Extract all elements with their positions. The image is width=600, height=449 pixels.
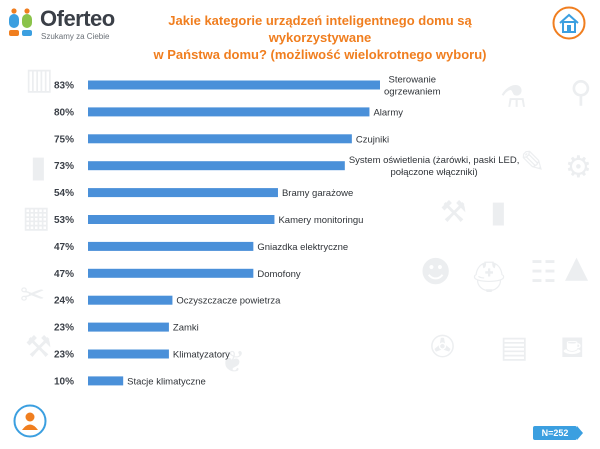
category-label: System oświetlenia (żarówki, paski LED, p… xyxy=(349,155,520,178)
category-label: Alarmy xyxy=(373,107,403,118)
bar xyxy=(88,134,352,144)
brand-logo: Oferteo Szukamy za Ciebie xyxy=(8,6,138,46)
bar xyxy=(88,80,380,90)
sample-size-badge: N=252 xyxy=(533,426,583,440)
person-icon xyxy=(13,404,47,438)
value-label: 54% xyxy=(54,188,74,199)
category-label: Gniazdka elektryczne xyxy=(257,242,348,253)
chart-title-line-1: Jakie kategorie urządzeń inteligentnego … xyxy=(168,13,472,45)
category-label: Oczyszczacze powietrza xyxy=(176,296,281,307)
bar xyxy=(88,241,254,251)
value-label: 47% xyxy=(54,269,74,280)
value-label: 10% xyxy=(54,376,74,387)
value-label: 24% xyxy=(54,296,74,307)
value-label: 83% xyxy=(54,81,74,92)
bar xyxy=(88,161,345,171)
value-label: 23% xyxy=(54,323,74,334)
value-label: 47% xyxy=(54,242,74,253)
category-label: Klimatyzatory xyxy=(173,350,230,361)
value-label: 75% xyxy=(54,134,74,145)
value-label: 53% xyxy=(54,215,74,226)
bar xyxy=(88,215,275,224)
category-label: Sterowanie ogrzewaniem xyxy=(384,75,441,98)
value-label: 23% xyxy=(54,350,74,361)
category-label: Domofony xyxy=(257,269,301,280)
bar xyxy=(88,376,124,386)
bar xyxy=(88,295,173,305)
bar xyxy=(88,322,169,332)
value-label: 73% xyxy=(54,161,74,172)
brand-name: Oferteo xyxy=(40,6,115,31)
category-label: Kamery monitoringu xyxy=(278,215,363,226)
chart-title: Jakie kategorie urządzeń inteligentnego … xyxy=(120,12,520,63)
category-label: Stacje klimatyczne xyxy=(127,376,206,387)
bar xyxy=(88,349,169,359)
smart-home-icon xyxy=(552,6,586,40)
value-label: 80% xyxy=(54,107,74,118)
brand-tagline: Szukamy za Ciebie xyxy=(41,32,110,41)
chart-title-line-2: w Państwa domu? (możliwość wielokrotnego… xyxy=(153,47,487,62)
category-label: Czujniki xyxy=(356,134,389,145)
bar xyxy=(88,268,254,278)
category-label: Zamki xyxy=(173,323,199,334)
bar xyxy=(88,107,370,117)
category-label: Bramy garażowe xyxy=(282,188,353,199)
oferteo-logo-icon xyxy=(9,8,32,36)
bar xyxy=(88,188,278,198)
